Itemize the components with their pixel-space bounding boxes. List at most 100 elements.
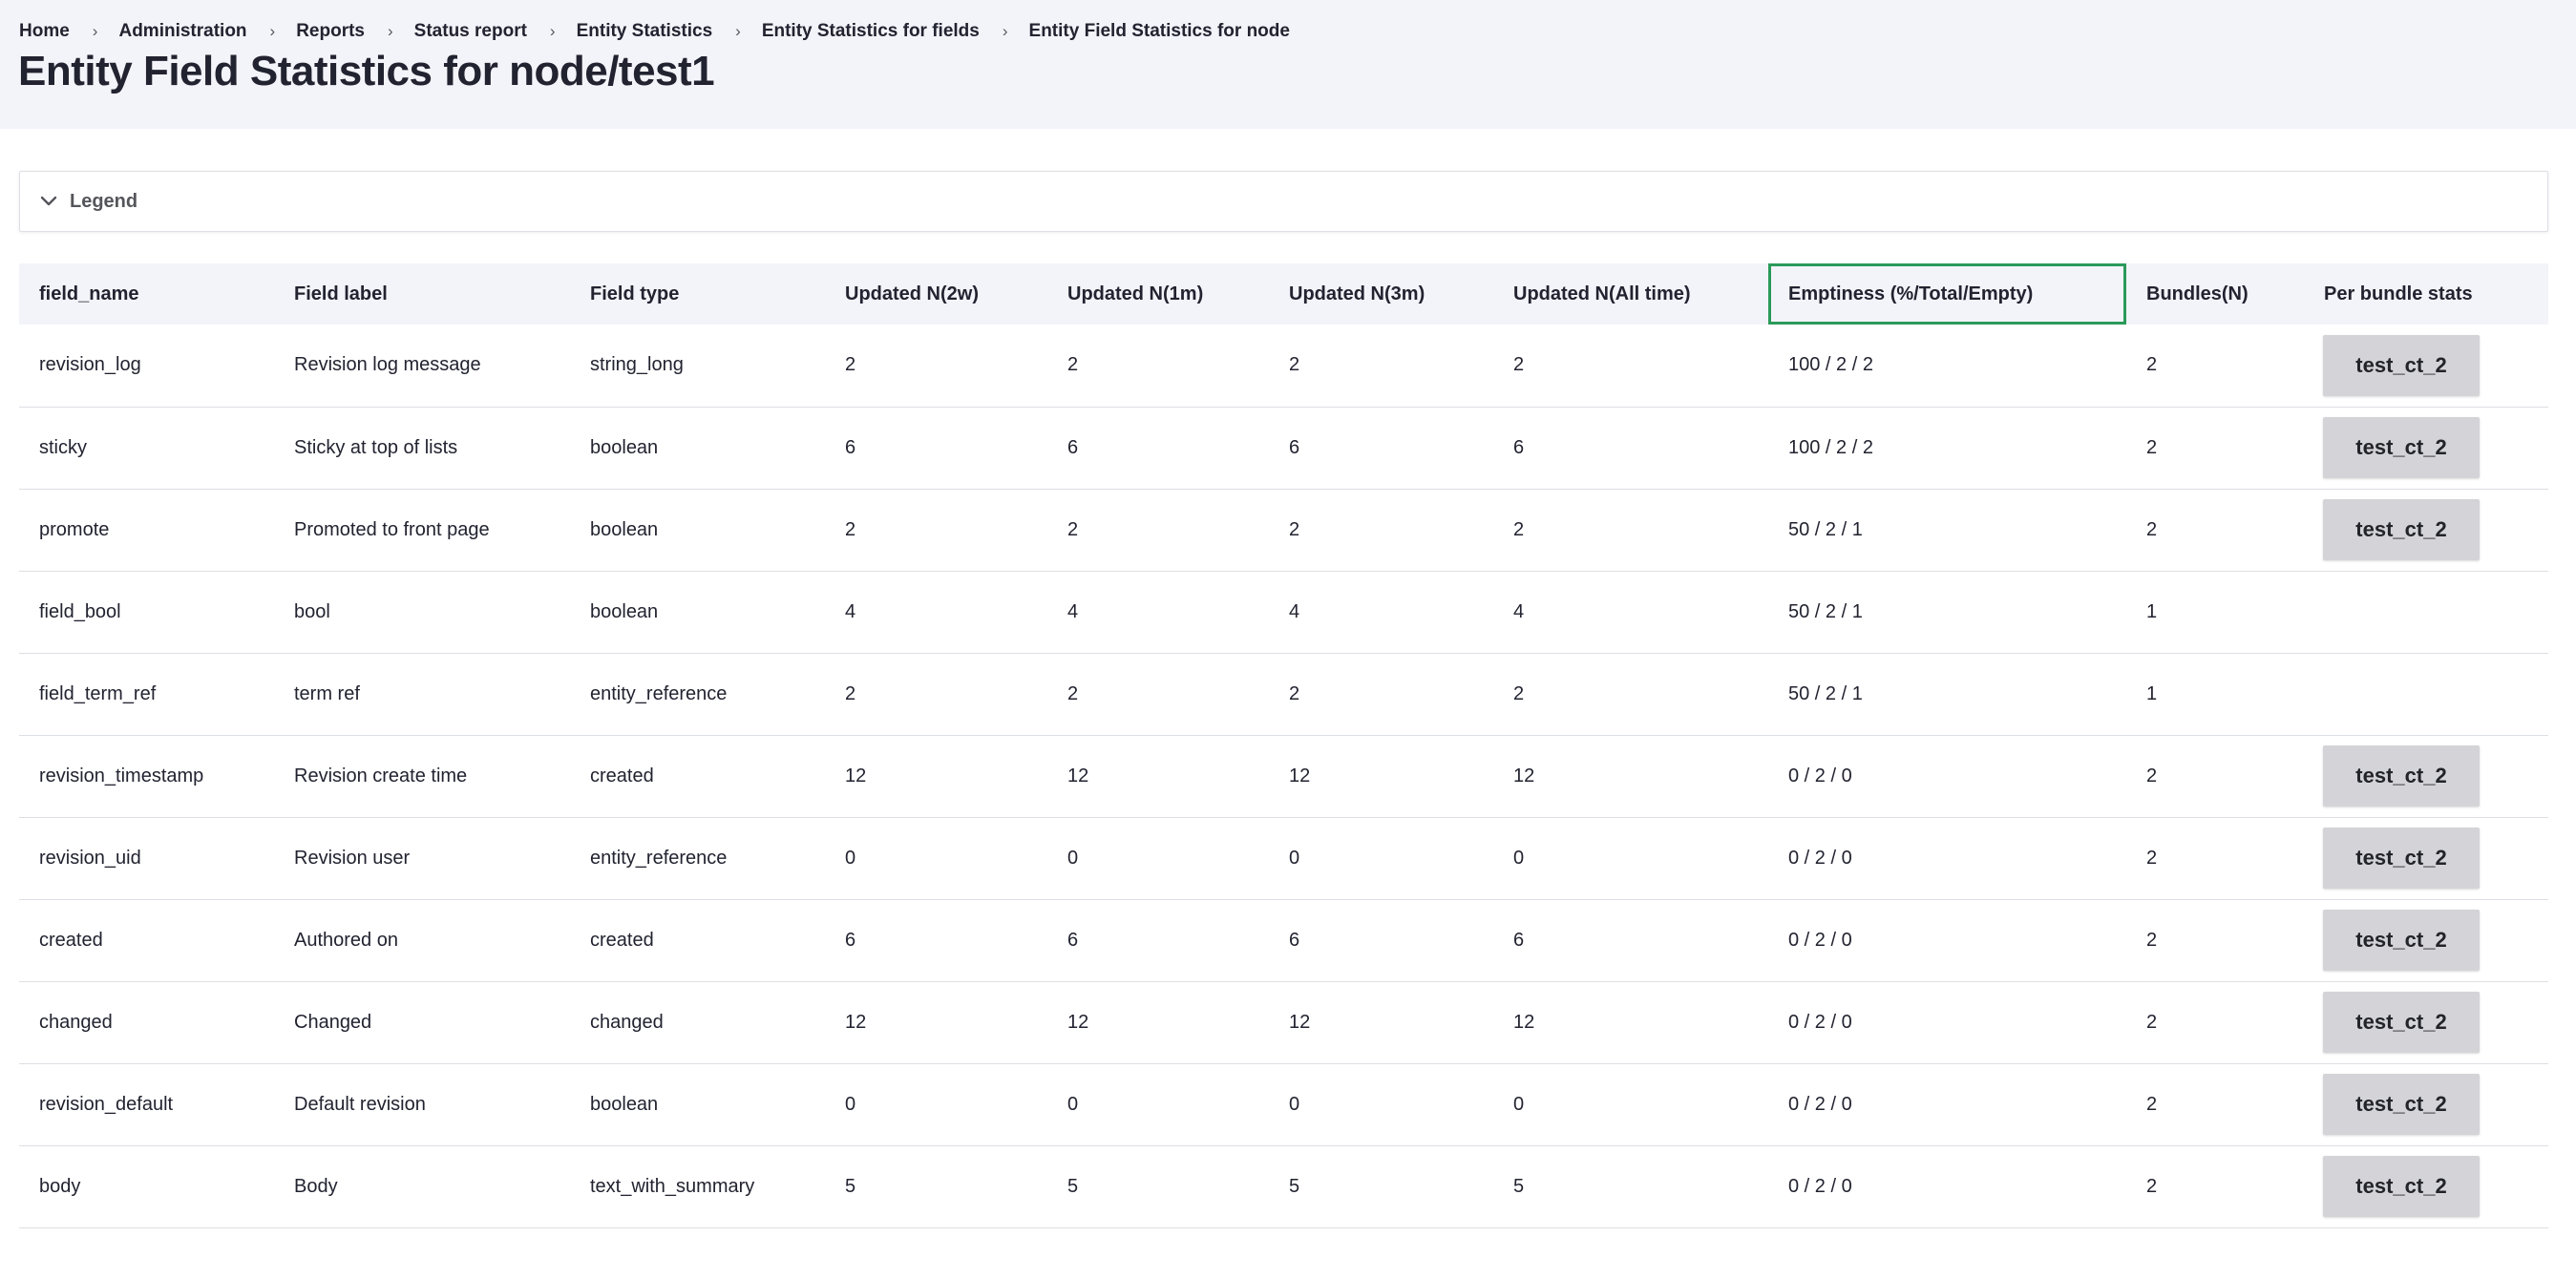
table-row: promote Promoted to front page boolean 2 2 2 2…: [19, 489, 2548, 571]
breadcrumb-item[interactable]: Home: [19, 21, 70, 41]
cell-uall: 4: [1513, 600, 1525, 622]
table-row: field_bool bool boolean 4 4 4 4 50 / 2 / 1 1: [19, 571, 2548, 653]
cell-u1m: 4: [1067, 600, 1079, 622]
cell-u1m: 2: [1067, 518, 1079, 540]
cell-u2w: 0: [845, 847, 856, 869]
column-header[interactable]: Per bundle stats: [2324, 283, 2473, 304]
cell-field-name: revision_default: [39, 1093, 174, 1115]
column-header[interactable]: Field type: [590, 283, 680, 304]
cell-u2w: 12: [845, 765, 867, 786]
bundle-stats-button[interactable]: test_ct_2: [2323, 1156, 2480, 1217]
cell-emptiness: 0 / 2 / 0: [1788, 765, 1852, 786]
cell-emptiness: 0 / 2 / 0: [1788, 1093, 1852, 1115]
cell-u3m: 5: [1289, 1175, 1300, 1197]
cell-bundles: 1: [2146, 600, 2158, 622]
bundle-stats-button[interactable]: test_ct_2: [2323, 828, 2480, 889]
cell-per-bundle-stats: test_ct_2: [2304, 325, 2548, 407]
cell-u3m: 6: [1289, 436, 1300, 458]
cell-field-name: field_term_ref: [39, 682, 157, 704]
cell-label: Default revision: [294, 1093, 426, 1115]
breadcrumb-item[interactable]: Entity Statistics: [576, 21, 713, 41]
legend-toggle[interactable]: Legend: [19, 171, 2548, 232]
cell-bundles: 1: [2146, 682, 2158, 704]
column-header[interactable]: Updated N(All time): [1513, 283, 1691, 304]
bundle-stats-button[interactable]: test_ct_2: [2323, 417, 2480, 478]
cell-emptiness: 50 / 2 / 1: [1788, 682, 1863, 704]
cell-bundles: 2: [2146, 354, 2158, 376]
legend-label: Legend: [70, 190, 138, 212]
cell-per-bundle-stats: test_ct_2: [2304, 407, 2548, 489]
cell-u2w: 6: [845, 436, 856, 458]
cell-type: boolean: [590, 518, 659, 540]
bundle-stats-button[interactable]: test_ct_2: [2323, 745, 2480, 807]
cell-type: boolean: [590, 1093, 659, 1115]
bundle-stats-button[interactable]: test_ct_2: [2323, 910, 2480, 971]
column-header[interactable]: field_name: [39, 283, 139, 304]
cell-label: Sticky at top of lists: [294, 436, 458, 458]
breadcrumb-item[interactable]: Reports: [296, 21, 365, 41]
cell-field-name: revision_uid: [39, 847, 141, 869]
column-header[interactable]: Updated N(1m): [1067, 283, 1204, 304]
bundle-stats-button[interactable]: test_ct_2: [2323, 499, 2480, 560]
cell-emptiness: 0 / 2 / 0: [1788, 929, 1852, 951]
cell-field-name: body: [39, 1175, 81, 1197]
cell-label: Body: [294, 1175, 338, 1197]
cell-per-bundle-stats: test_ct_2: [2304, 489, 2548, 571]
cell-type: created: [590, 765, 654, 786]
cell-emptiness: 0 / 2 / 0: [1788, 847, 1852, 869]
cell-type: boolean: [590, 436, 659, 458]
table-row: revision_uid Revision user entity_referenc…: [19, 817, 2548, 899]
breadcrumb-item[interactable]: Status report: [413, 21, 527, 41]
cell-u1m: 2: [1067, 354, 1079, 376]
cell-label: Revision create time: [294, 765, 468, 786]
breadcrumb-separator-icon: ›: [735, 22, 741, 40]
cell-per-bundle-stats: test_ct_2: [2304, 735, 2548, 817]
table-row: revision_timestamp Revision create time cr…: [19, 735, 2548, 817]
column-header[interactable]: Updated N(2w): [845, 283, 979, 304]
breadcrumb-separator-icon: ›: [92, 22, 98, 40]
bundle-stats-button[interactable]: test_ct_2: [2323, 334, 2480, 396]
breadcrumb-item[interactable]: Administration: [118, 21, 247, 41]
cell-uall: 6: [1513, 929, 1525, 951]
breadcrumb-item[interactable]: Entity Statistics for fields: [761, 21, 980, 41]
cell-field-name: revision_timestamp: [39, 765, 204, 786]
cell-bundles: 2: [2146, 436, 2158, 458]
cell-field-name: field_bool: [39, 600, 121, 622]
cell-label: Authored on: [294, 929, 398, 951]
cell-per-bundle-stats: test_ct_2: [2304, 1063, 2548, 1145]
cell-u1m: 12: [1067, 765, 1089, 786]
table-header-row: field_name Field label Field type Updated N…: [19, 263, 2548, 325]
cell-bundles: 2: [2146, 847, 2158, 869]
cell-u1m: 6: [1067, 436, 1079, 458]
bundle-stats-button[interactable]: test_ct_2: [2323, 1074, 2480, 1135]
cell-emptiness: 50 / 2 / 1: [1788, 600, 1863, 622]
cell-label: Promoted to front page: [294, 518, 490, 540]
cell-type: boolean: [590, 600, 659, 622]
cell-u2w: 12: [845, 1011, 867, 1033]
cell-label: bool: [294, 600, 330, 622]
cell-u1m: 2: [1067, 682, 1079, 704]
column-header[interactable]: Emptiness (%/Total/Empty): [1768, 263, 2126, 325]
column-header[interactable]: Field label: [294, 283, 388, 304]
cell-u3m: 12: [1289, 765, 1311, 786]
cell-u2w: 2: [845, 518, 856, 540]
column-header[interactable]: Bundles(N): [2146, 283, 2249, 304]
cell-u3m: 2: [1289, 518, 1300, 540]
cell-uall: 2: [1513, 518, 1525, 540]
cell-emptiness: 100 / 2 / 2: [1788, 354, 1873, 376]
bundle-stats-button[interactable]: test_ct_2: [2323, 992, 2480, 1053]
cell-u1m: 5: [1067, 1175, 1079, 1197]
cell-emptiness: 0 / 2 / 0: [1788, 1011, 1852, 1033]
column-header[interactable]: Updated N(3m): [1289, 283, 1425, 304]
cell-u3m: 2: [1289, 354, 1300, 376]
table-row: created Authored on created 6 6 6 6 0 / 2 / 0 2 t…: [19, 899, 2548, 981]
cell-label: Revision user: [294, 847, 411, 869]
cell-u2w: 2: [845, 682, 856, 704]
cell-uall: 12: [1513, 765, 1535, 786]
cell-uall: 5: [1513, 1175, 1525, 1197]
cell-uall: 2: [1513, 682, 1525, 704]
cell-label: Revision log message: [294, 354, 481, 376]
breadcrumb-item: Entity Field Statistics for node: [1028, 21, 1290, 41]
table-row: revision_log Revision log message string_l…: [19, 325, 2548, 407]
cell-label: term ref: [294, 682, 360, 704]
